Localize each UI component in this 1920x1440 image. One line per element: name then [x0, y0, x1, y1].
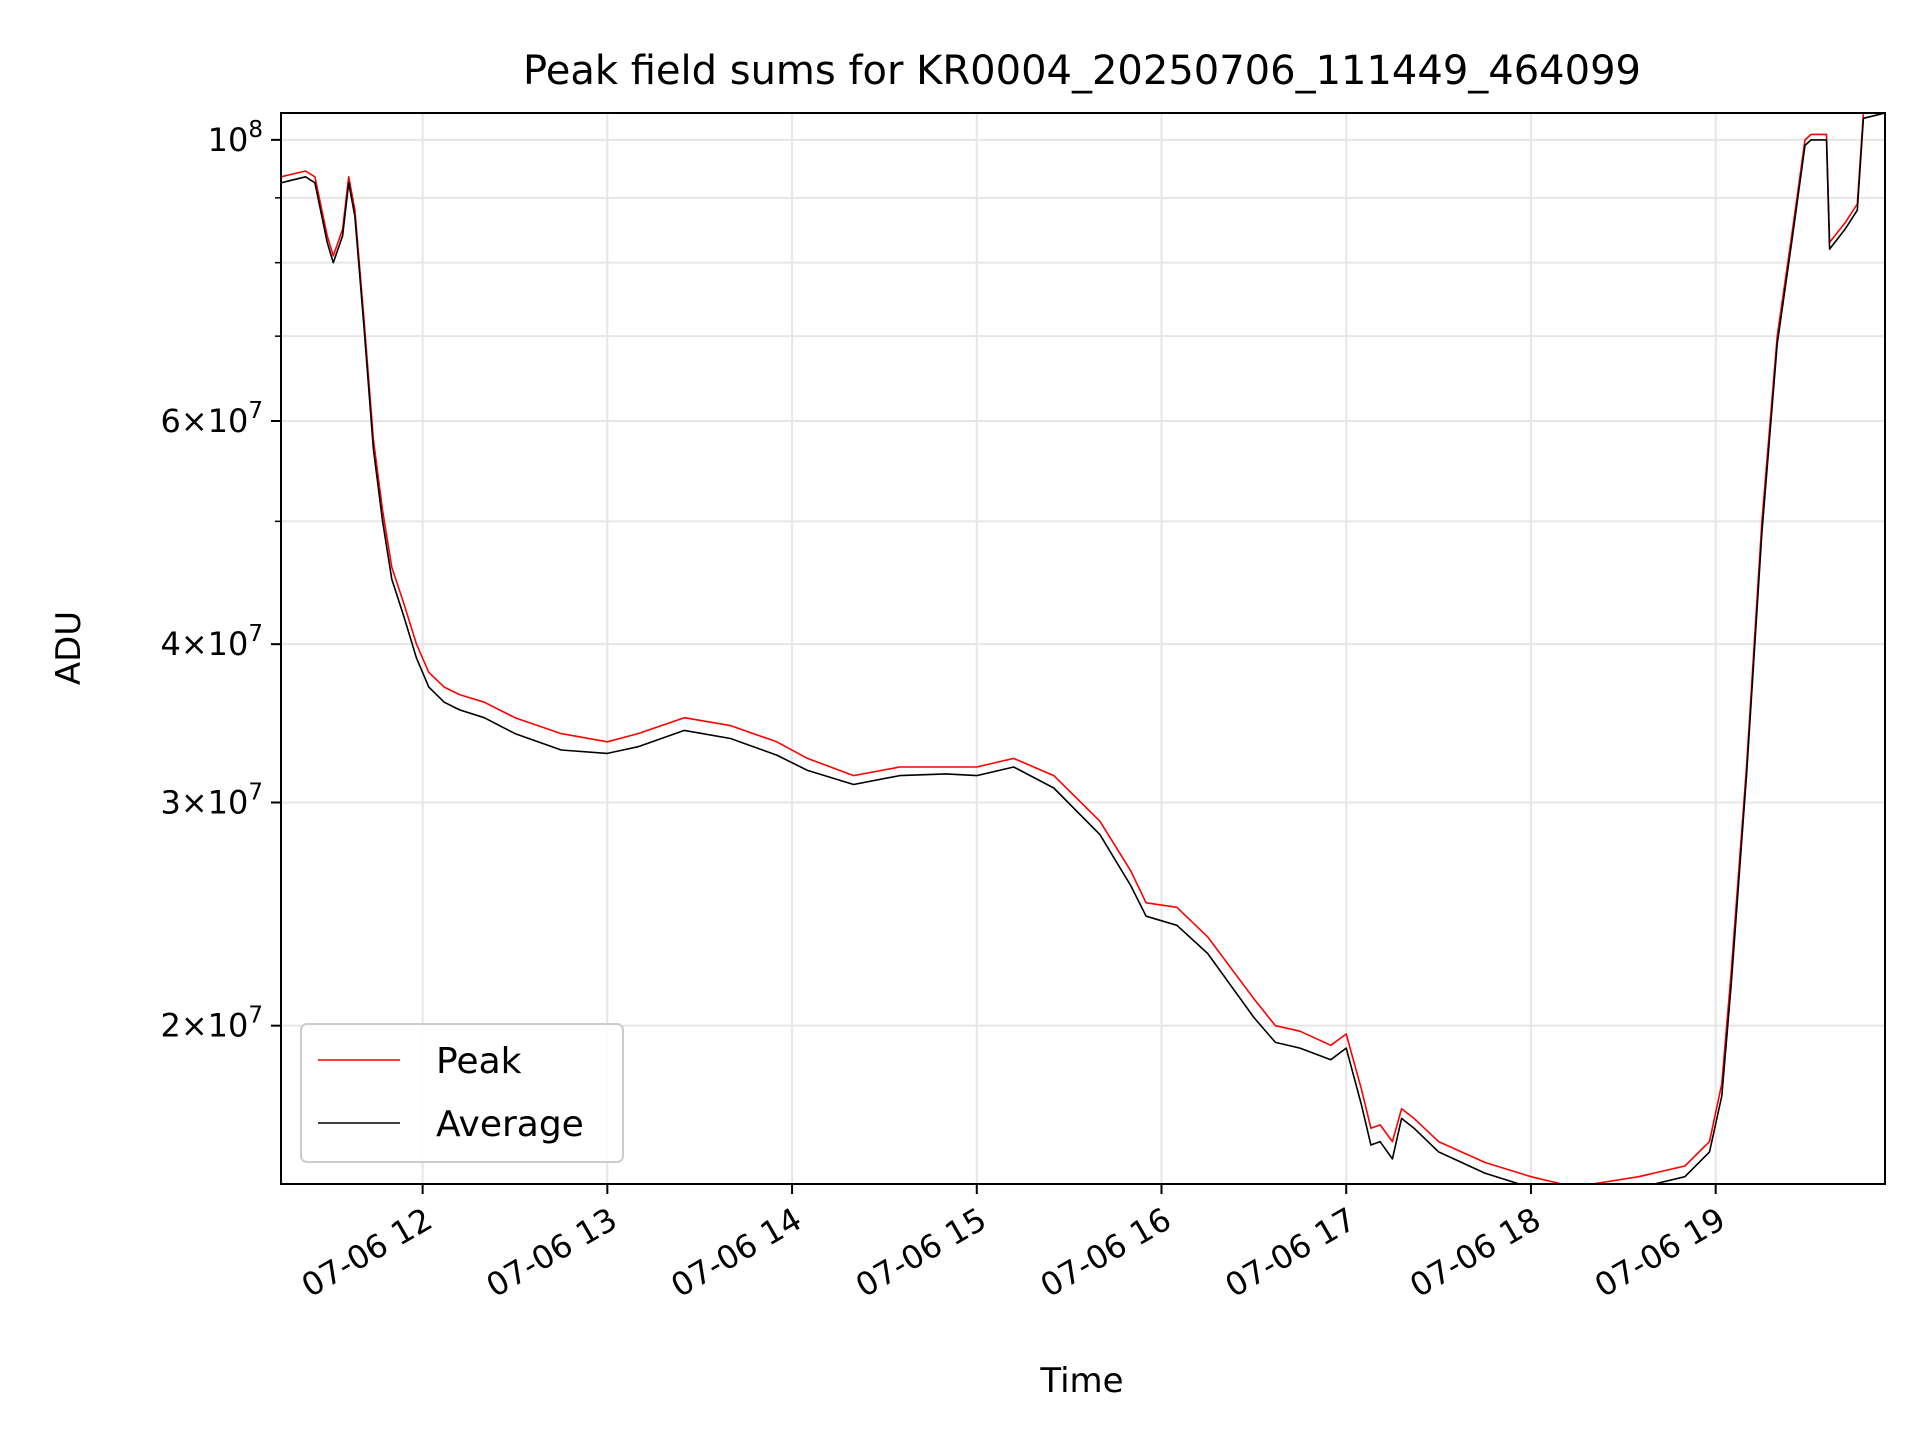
legend: Peak Average [300, 1023, 624, 1163]
series-line-average [281, 113, 1885, 1184]
y-axis-title: ADU [49, 611, 89, 685]
grid [281, 113, 1885, 1184]
y-tick-label: 6×107 [160, 398, 263, 440]
series-line-peak [281, 113, 1867, 1184]
legend-label-peak: Peak [436, 1041, 522, 1082]
legend-label-average: Average [436, 1104, 584, 1145]
y-axis: 2×107 3×107 4×107 6×107 108 [160, 117, 281, 1045]
chart-title: Peak field sums for KR0004_20250706_1114… [523, 48, 1641, 94]
y-tick-label: 2×107 [160, 1003, 263, 1045]
y-tick-label: 4×107 [160, 621, 263, 663]
y-tick-label: 3×107 [160, 780, 263, 822]
x-axis-title: Time [1039, 1361, 1123, 1401]
series-layer [281, 113, 1885, 1184]
legend-box [300, 1023, 624, 1163]
y-tick-label: 108 [208, 117, 263, 159]
plot-frame [280, 112, 1886, 1185]
